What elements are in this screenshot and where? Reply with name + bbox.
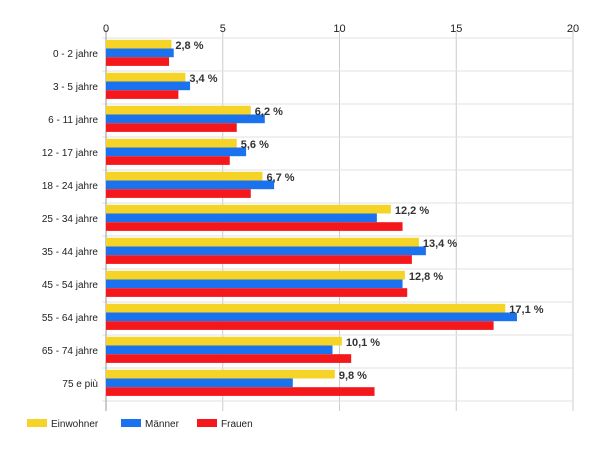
bar-einwohner bbox=[106, 171, 263, 181]
bar-frauen bbox=[106, 222, 403, 231]
bar-einwohner bbox=[106, 237, 419, 247]
bar-frauen bbox=[106, 255, 412, 264]
bars bbox=[106, 39, 517, 396]
category-label: 75 e più bbox=[62, 379, 98, 390]
data-label: 6,7 % bbox=[266, 172, 294, 184]
bar-frauen bbox=[106, 354, 352, 363]
bar-männer bbox=[106, 81, 191, 91]
legend-label: Einwohner bbox=[51, 419, 99, 430]
bar-frauen bbox=[106, 387, 375, 396]
x-tick-label: 10 bbox=[333, 23, 345, 35]
category-label: 55 - 64 jahre bbox=[42, 313, 99, 324]
data-label: 17,1 % bbox=[509, 304, 543, 316]
bar-einwohner bbox=[106, 369, 335, 379]
bar-männer bbox=[106, 378, 293, 388]
category-label: 18 - 24 jahre bbox=[42, 181, 99, 192]
data-label: 2,8 % bbox=[175, 40, 203, 52]
x-tick-label: 15 bbox=[450, 23, 462, 35]
bar-frauen bbox=[106, 57, 170, 66]
x-tick-label: 0 bbox=[103, 23, 109, 35]
category-label: 45 - 54 jahre bbox=[42, 280, 99, 291]
bar-männer bbox=[106, 48, 174, 58]
bar-männer bbox=[106, 246, 426, 256]
bar-einwohner bbox=[106, 105, 251, 115]
bar-männer bbox=[106, 312, 517, 322]
category-label: 0 - 2 jahre bbox=[53, 49, 98, 60]
legend-label: Männer bbox=[145, 419, 180, 430]
legend-label: Frauen bbox=[221, 419, 253, 430]
legend-swatch bbox=[121, 419, 141, 427]
bar-einwohner bbox=[106, 204, 391, 214]
bar-einwohner bbox=[106, 138, 237, 148]
category-label: 3 - 5 jahre bbox=[53, 82, 98, 93]
bar-männer bbox=[106, 213, 377, 223]
bar-einwohner bbox=[106, 270, 405, 280]
data-label: 5,6 % bbox=[241, 139, 269, 151]
bar-männer bbox=[106, 180, 275, 190]
category-label: 35 - 44 jahre bbox=[42, 247, 99, 258]
x-axis-ticks: 0 5 10 15 20 bbox=[103, 23, 579, 35]
data-labels: 2,8 % 3,4 % 6,2 % 5,6 % 6,7 % 12,2 % 13,4 % 12,… bbox=[175, 40, 543, 382]
category-label: 25 - 34 jahre bbox=[42, 214, 99, 225]
bar-einwohner bbox=[106, 39, 172, 49]
bar-frauen bbox=[106, 189, 251, 198]
bar-männer bbox=[106, 345, 333, 355]
bar-frauen bbox=[106, 288, 408, 297]
data-label: 10,1 % bbox=[346, 337, 380, 349]
category-label: 12 - 17 jahre bbox=[42, 148, 99, 159]
bar-einwohner bbox=[106, 303, 506, 313]
legend-swatch bbox=[197, 419, 217, 427]
data-label: 13,4 % bbox=[423, 238, 457, 250]
bar-frauen bbox=[106, 321, 494, 330]
category-label: 6 - 11 jahre bbox=[48, 115, 98, 126]
data-label: 12,8 % bbox=[409, 271, 443, 283]
data-label: 3,4 % bbox=[189, 73, 217, 85]
bar-männer bbox=[106, 114, 265, 124]
legend-swatch bbox=[27, 419, 47, 427]
bar-frauen bbox=[106, 123, 237, 132]
bar-frauen bbox=[106, 90, 179, 99]
bar-einwohner bbox=[106, 336, 342, 346]
data-label: 6,2 % bbox=[255, 106, 283, 118]
bar-männer bbox=[106, 147, 247, 157]
bar-männer bbox=[106, 279, 403, 289]
category-label: 65 - 74 jahre bbox=[42, 346, 99, 357]
data-label: 12,2 % bbox=[395, 205, 429, 217]
x-tick-label: 5 bbox=[220, 23, 226, 35]
bar-frauen bbox=[106, 156, 230, 165]
data-label: 9,8 % bbox=[339, 370, 367, 382]
x-tick-label: 20 bbox=[567, 23, 579, 35]
category-labels: 0 - 2 jahre 3 - 5 jahre 6 - 11 jahre 12 - 1… bbox=[42, 49, 99, 390]
legend: Einwohner Männer Frauen bbox=[27, 419, 253, 430]
bar-einwohner bbox=[106, 72, 186, 82]
